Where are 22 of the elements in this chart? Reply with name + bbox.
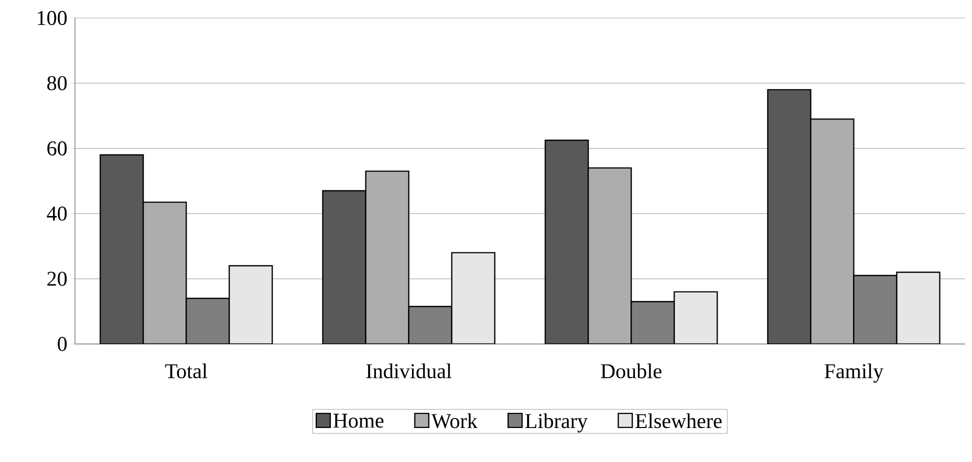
y-tick-label: 20 — [47, 272, 67, 286]
bar — [544, 140, 589, 344]
y-tick-label: 40 — [46, 206, 67, 221]
bar — [674, 291, 718, 344]
y-tick-label: 100 — [38, 10, 67, 26]
legend-label: Elsewhere — [635, 413, 722, 428]
x-tick-label: Individual — [366, 364, 452, 378]
legend-label: Home — [333, 414, 384, 428]
y-tick-label: 80 — [47, 76, 67, 90]
bar — [767, 89, 812, 344]
y-tick-label: 0 — [58, 336, 67, 352]
bar — [896, 272, 940, 344]
bar — [322, 190, 366, 344]
x-tick-label: Total — [165, 364, 208, 378]
bar — [100, 154, 144, 344]
legend-label: Library — [525, 413, 588, 432]
bar — [228, 265, 273, 344]
bar — [451, 252, 496, 344]
x-tick-label: Double — [600, 364, 662, 378]
y-tick-label: 60 — [47, 141, 67, 156]
x-tick-label: Family — [824, 364, 884, 383]
legend-label: Work — [431, 413, 478, 428]
